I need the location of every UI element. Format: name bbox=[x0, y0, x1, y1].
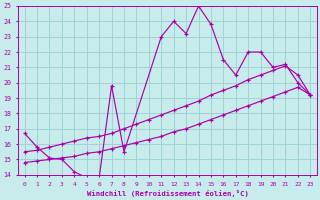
X-axis label: Windchill (Refroidissement éolien,°C): Windchill (Refroidissement éolien,°C) bbox=[86, 190, 248, 197]
